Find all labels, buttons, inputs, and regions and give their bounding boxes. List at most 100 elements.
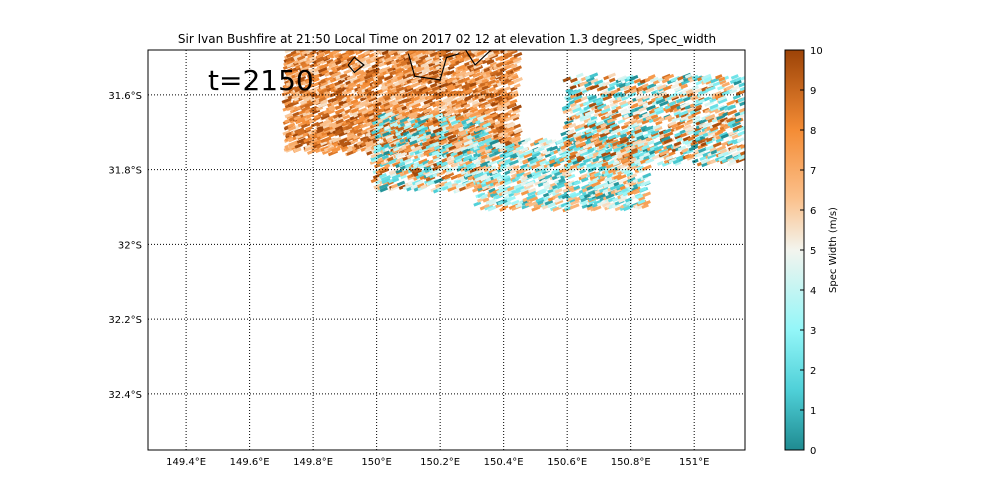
field-cell [476, 114, 487, 121]
field-cell [428, 145, 436, 151]
field-cell [487, 52, 496, 59]
field-cell [375, 179, 384, 185]
field-cell [487, 165, 497, 172]
field-cell [315, 52, 325, 59]
field-cell [578, 122, 586, 129]
field-cell [612, 91, 623, 99]
field-cell [549, 145, 559, 152]
field-cell [349, 50, 358, 54]
field-cell [604, 155, 612, 162]
field-cell [727, 104, 737, 111]
field-cell [562, 107, 573, 115]
field-cell [473, 68, 481, 74]
field-cell [452, 130, 461, 136]
field-cell [495, 55, 504, 62]
field-cell [411, 107, 420, 113]
field-cell [698, 147, 708, 154]
field-cell [488, 187, 496, 194]
field-cell [707, 117, 717, 123]
field-cell [364, 101, 373, 108]
field-cell [534, 180, 542, 186]
field-cell [476, 147, 488, 154]
field-cell [739, 99, 745, 107]
field-cell [496, 121, 505, 128]
field-cell [484, 127, 492, 133]
field-cell [372, 74, 380, 80]
field-cell [715, 137, 724, 144]
field-cell [294, 127, 305, 135]
field-cell [708, 81, 716, 88]
field-cell [580, 177, 589, 183]
field-cell [513, 183, 524, 190]
field-cell [437, 115, 446, 122]
field-cell [323, 90, 331, 96]
field-cell [462, 147, 471, 154]
field-cell [353, 128, 363, 135]
field-cell [472, 101, 483, 109]
field-cell [491, 155, 502, 162]
field-cell [401, 143, 411, 150]
field-cell [691, 158, 699, 164]
field-cell [512, 74, 519, 80]
field-cell [572, 94, 583, 101]
field-cell [476, 77, 487, 84]
field-cell [641, 164, 652, 172]
field-cell [586, 202, 594, 208]
field-cell [507, 50, 516, 54]
field-cell [424, 167, 433, 174]
field-cell [504, 169, 513, 176]
field-cell [455, 146, 466, 153]
field-cell [392, 161, 401, 167]
field-cell [673, 110, 682, 117]
field-cell [296, 55, 306, 61]
field-cell [454, 83, 463, 89]
field-cell [564, 122, 573, 129]
field-cell [497, 88, 506, 94]
field-cell [492, 188, 500, 195]
field-cell [562, 187, 571, 193]
field-cell [412, 156, 421, 163]
contour-line [465, 50, 492, 66]
field-cell [504, 143, 515, 150]
field-cell [620, 76, 629, 82]
field-cell [477, 107, 487, 114]
field-cell [661, 78, 670, 84]
field-cell [367, 111, 375, 117]
field-cell [480, 154, 489, 160]
field-cell [642, 200, 651, 206]
field-cell [392, 177, 400, 183]
field-cell [396, 104, 406, 111]
field-cell [558, 177, 566, 184]
colorbar-ticks: 0 1 2 3 4 5 6 7 8 9 10 [800, 46, 823, 457]
field-cell [417, 182, 425, 189]
field-cell [344, 108, 353, 114]
field-cell [436, 185, 446, 192]
field-cell [408, 126, 419, 133]
y-axis-ticks: 31.6°S 31.8°S 32°S 32.2°S 32.4°S [108, 91, 142, 401]
field-cell [373, 79, 383, 86]
field-cell [324, 136, 332, 142]
field-cell [662, 84, 674, 92]
field-cell [303, 95, 314, 103]
field-cell [570, 192, 581, 199]
field-cell [446, 85, 457, 92]
field-cell [655, 109, 665, 116]
field-cell [579, 148, 589, 155]
field-cell [481, 160, 491, 166]
field-cell [535, 196, 545, 203]
field-cell [472, 72, 481, 78]
field-cell [304, 145, 314, 152]
field-cell [293, 84, 302, 91]
field-cell [375, 50, 386, 53]
field-cell [455, 115, 465, 121]
x-tick-label: 149.6°E [230, 457, 270, 468]
field-cell [462, 180, 473, 187]
field-cell [607, 72, 616, 79]
field-cell [593, 199, 602, 206]
x-tick-label: 150.4°E [484, 457, 524, 468]
field-cell [524, 137, 532, 143]
field-cell [426, 100, 434, 106]
field-cell [667, 116, 676, 123]
field-cell [513, 77, 523, 84]
